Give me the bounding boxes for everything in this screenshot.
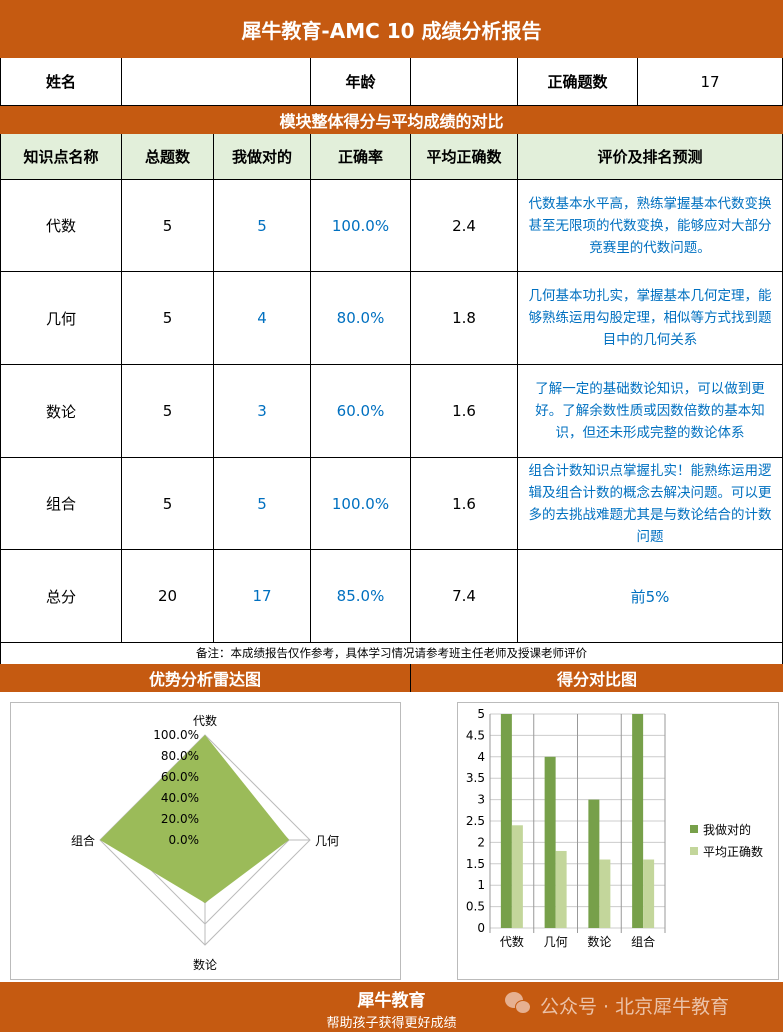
row-avg: 1.6 (411, 458, 518, 550)
radar-tick-label: 80.0% (161, 749, 199, 763)
radar-tick-label: 0.0% (169, 833, 200, 847)
watermark-text: 公众号 · 北京犀牛教育 (540, 996, 730, 1018)
legend-swatch (690, 847, 698, 855)
column-header: 正确率 (311, 134, 411, 180)
radar-category-label: 几何 (315, 834, 339, 848)
row-name: 数论 (0, 365, 122, 458)
row-comment: 组合计数知识点掌握扎实！能熟练运用逻辑及组合计数的概念去解决问题。可以更多的去挑… (518, 458, 783, 550)
row-mine: 17 (214, 550, 311, 643)
bar-mine (500, 714, 512, 928)
row-name: 几何 (0, 272, 122, 365)
correct-label: 正确题数 (518, 58, 638, 106)
bar-mine (588, 799, 600, 928)
column-header: 评价及排名预测 (518, 134, 783, 180)
legend-label: 我做对的 (703, 822, 751, 837)
column-header: 知识点名称 (0, 134, 122, 180)
radar-tick-label: 20.0% (161, 812, 199, 826)
x-tick-label: 数论 (587, 934, 611, 949)
age-label: 年龄 (311, 58, 411, 106)
bar-avg (599, 859, 611, 928)
y-tick-label: 2.5 (466, 814, 485, 828)
bar-chart-frame (457, 702, 779, 980)
x-tick-label: 几何 (544, 935, 568, 949)
y-tick-label: 3.5 (466, 771, 485, 785)
row-total: 5 (122, 272, 214, 365)
name-value (122, 58, 311, 106)
row-rate: 80.0% (311, 272, 411, 365)
footer-slogan: 帮助孩子获得更好成绩 (326, 1016, 457, 1031)
row-avg: 7.4 (411, 550, 518, 643)
y-tick-label: 1.5 (466, 857, 485, 871)
row-comment: 了解一定的基础数论知识，可以做到更好。了解余数性质或因数倍数的基本知识，但还未形… (518, 365, 783, 458)
bar-avg (555, 850, 567, 928)
row-avg: 1.8 (411, 272, 518, 365)
bar-title: 得分对比图 (411, 664, 783, 692)
bar-mine (632, 714, 644, 928)
y-tick-label: 0.5 (466, 900, 485, 914)
wechat-icon (505, 992, 535, 1018)
row-comment: 前5% (518, 550, 783, 643)
row-total: 20 (122, 550, 214, 643)
row-mine: 5 (214, 458, 311, 550)
row-avg: 1.6 (411, 365, 518, 458)
row-rate: 85.0% (311, 550, 411, 643)
column-header: 我做对的 (214, 134, 311, 180)
row-total: 5 (122, 180, 214, 272)
radar-title: 优势分析雷达图 (0, 664, 411, 692)
radar-chart-frame (10, 702, 401, 980)
row-avg: 2.4 (411, 180, 518, 272)
row-comment: 代数基本水平高，熟练掌握基本代数变换甚至无限项的代数变换，能够应对大部分竞赛里的… (518, 180, 783, 272)
age-value (411, 58, 518, 106)
footer-brand: 犀牛教育 (357, 991, 426, 1011)
y-tick-label: 0 (477, 921, 485, 935)
radar-category-label: 组合 (71, 833, 95, 848)
y-tick-label: 4 (477, 750, 485, 764)
y-tick-label: 1 (477, 878, 485, 892)
legend-swatch (690, 825, 698, 833)
column-header: 平均正确数 (411, 134, 518, 180)
row-total: 5 (122, 458, 214, 550)
row-rate: 100.0% (311, 180, 411, 272)
y-tick-label: 5 (477, 707, 485, 721)
radar-tick-label: 40.0% (161, 791, 199, 805)
y-tick-label: 4.5 (466, 728, 485, 742)
row-mine: 4 (214, 272, 311, 365)
radar-tick-label: 60.0% (161, 770, 199, 784)
y-tick-label: 2 (477, 835, 485, 849)
y-tick-label: 3 (477, 793, 485, 807)
name-label: 姓名 (0, 58, 122, 106)
row-name: 组合 (0, 458, 122, 550)
correct-value: 17 (638, 58, 783, 106)
footer: 犀牛教育 帮助孩子获得更好成绩 公众号 · 北京犀牛教育 (0, 982, 783, 1032)
row-rate: 100.0% (311, 458, 411, 550)
row-mine: 3 (214, 365, 311, 458)
bar-avg (643, 859, 655, 928)
column-header: 总题数 (122, 134, 214, 180)
note: 备注：本成绩报告仅作参考，具体学习情况请参考班主任老师及授课老师评价 (0, 643, 783, 664)
x-tick-label: 组合 (631, 934, 655, 949)
radar-tick-label: 100.0% (153, 728, 199, 742)
report-title: 犀牛教育-AMC 10 成绩分析报告 (0, 0, 783, 58)
radar-series-area (100, 735, 289, 903)
row-name: 代数 (0, 180, 122, 272)
radar-category-label: 数论 (193, 957, 217, 972)
row-total: 5 (122, 365, 214, 458)
legend-label: 平均正确数 (703, 844, 763, 859)
x-tick-label: 代数 (500, 934, 524, 949)
radar-category-label: 代数 (193, 713, 217, 728)
row-comment: 几何基本功扎实，掌握基本几何定理，能够熟练运用勾股定理，相似等方式找到题目中的几… (518, 272, 783, 365)
bar-avg (511, 825, 523, 928)
row-name: 总分 (0, 550, 122, 643)
bar-mine (544, 756, 556, 928)
row-rate: 60.0% (311, 365, 411, 458)
section-title: 模块整体得分与平均成绩的对比 (0, 106, 783, 134)
row-mine: 5 (214, 180, 311, 272)
